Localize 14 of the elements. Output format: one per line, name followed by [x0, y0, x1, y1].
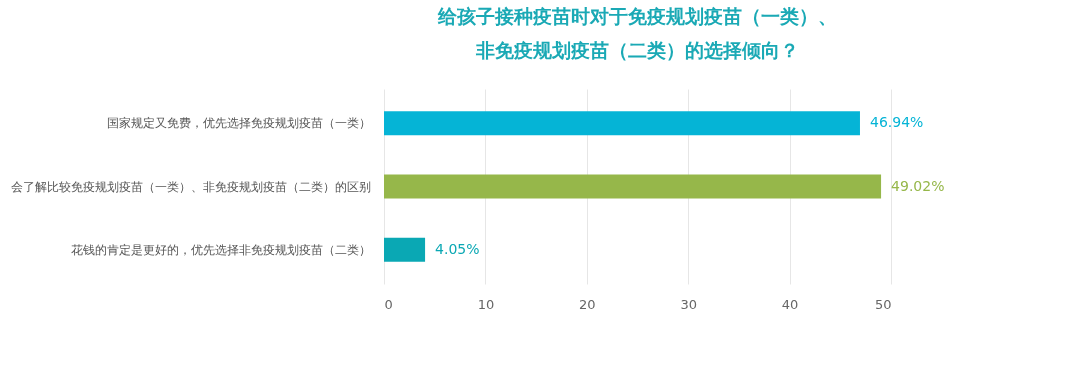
- y-tick-label: 国家规定又免费，优先选择免疫规划疫苗（一类）: [106, 116, 371, 131]
- x-tick-label: 40: [781, 296, 799, 312]
- text: 给孩子接种疫苗时对于免疫规划疫苗（一类）、: [438, 5, 837, 27]
- text: 非免疫规划疫苗（二类）的选择倾向？: [476, 39, 799, 61]
- x-tick-label: 30: [680, 296, 697, 312]
- x-tick-label: 50: [874, 296, 892, 312]
- y-tick-label: 花钱的肯定是更好的，优先选择非免疫规划疫苗（二类）: [70, 242, 371, 257]
- data-label: 49.02%: [891, 177, 945, 194]
- y-tick-label: 会了解比较免疫规划疫苗（一类）、非免疫规划疫苗（二类）的区别: [10, 179, 371, 194]
- data-label: 4.05%: [435, 240, 480, 257]
- x-tick-label: 0: [384, 296, 393, 312]
- x-tick-label: 10: [477, 296, 495, 312]
- data-label: 46.94%: [869, 114, 924, 131]
- x-tick-label: 20: [579, 296, 596, 312]
